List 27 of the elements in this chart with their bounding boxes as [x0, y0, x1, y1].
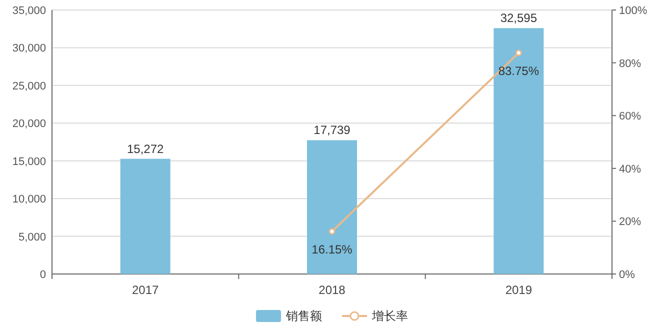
y-tick-label: 10,000: [12, 194, 46, 206]
y-tick-label: 20,000: [12, 118, 46, 130]
y2-tick-label: 20%: [619, 216, 642, 228]
y-tick-label: 5,000: [18, 231, 46, 244]
bar: [307, 140, 357, 274]
y2-tick-label: 0%: [619, 269, 636, 281]
x-tick-label: 2017: [132, 283, 160, 297]
y-tick-label: 35,000: [12, 5, 46, 17]
data-label: 16.15%: [312, 242, 353, 256]
y-tick-label: 25,000: [12, 80, 46, 92]
legend-label: 销售额: [285, 309, 322, 323]
data-label: 83.75%: [498, 64, 540, 78]
bar: [120, 158, 170, 274]
data-label: 32,595: [500, 11, 538, 26]
y-tick-label: 0: [40, 269, 46, 281]
y-tick-label: 15,000: [12, 156, 46, 168]
data-label: 17,739: [314, 123, 351, 138]
data-label: 15,272: [126, 142, 164, 156]
y2-tick-label: 80%: [619, 58, 642, 70]
y2-tick-label: 40%: [619, 163, 642, 176]
legend-label: 增长率: [371, 309, 408, 323]
x-tick-label: 2018: [318, 283, 346, 297]
bar: [494, 28, 544, 274]
x-tick-label: 2019: [505, 283, 532, 297]
y2-tick-label: 100%: [619, 5, 648, 17]
y2-tick-label: 60%: [619, 110, 642, 123]
y-tick-label: 30,000: [12, 42, 46, 55]
